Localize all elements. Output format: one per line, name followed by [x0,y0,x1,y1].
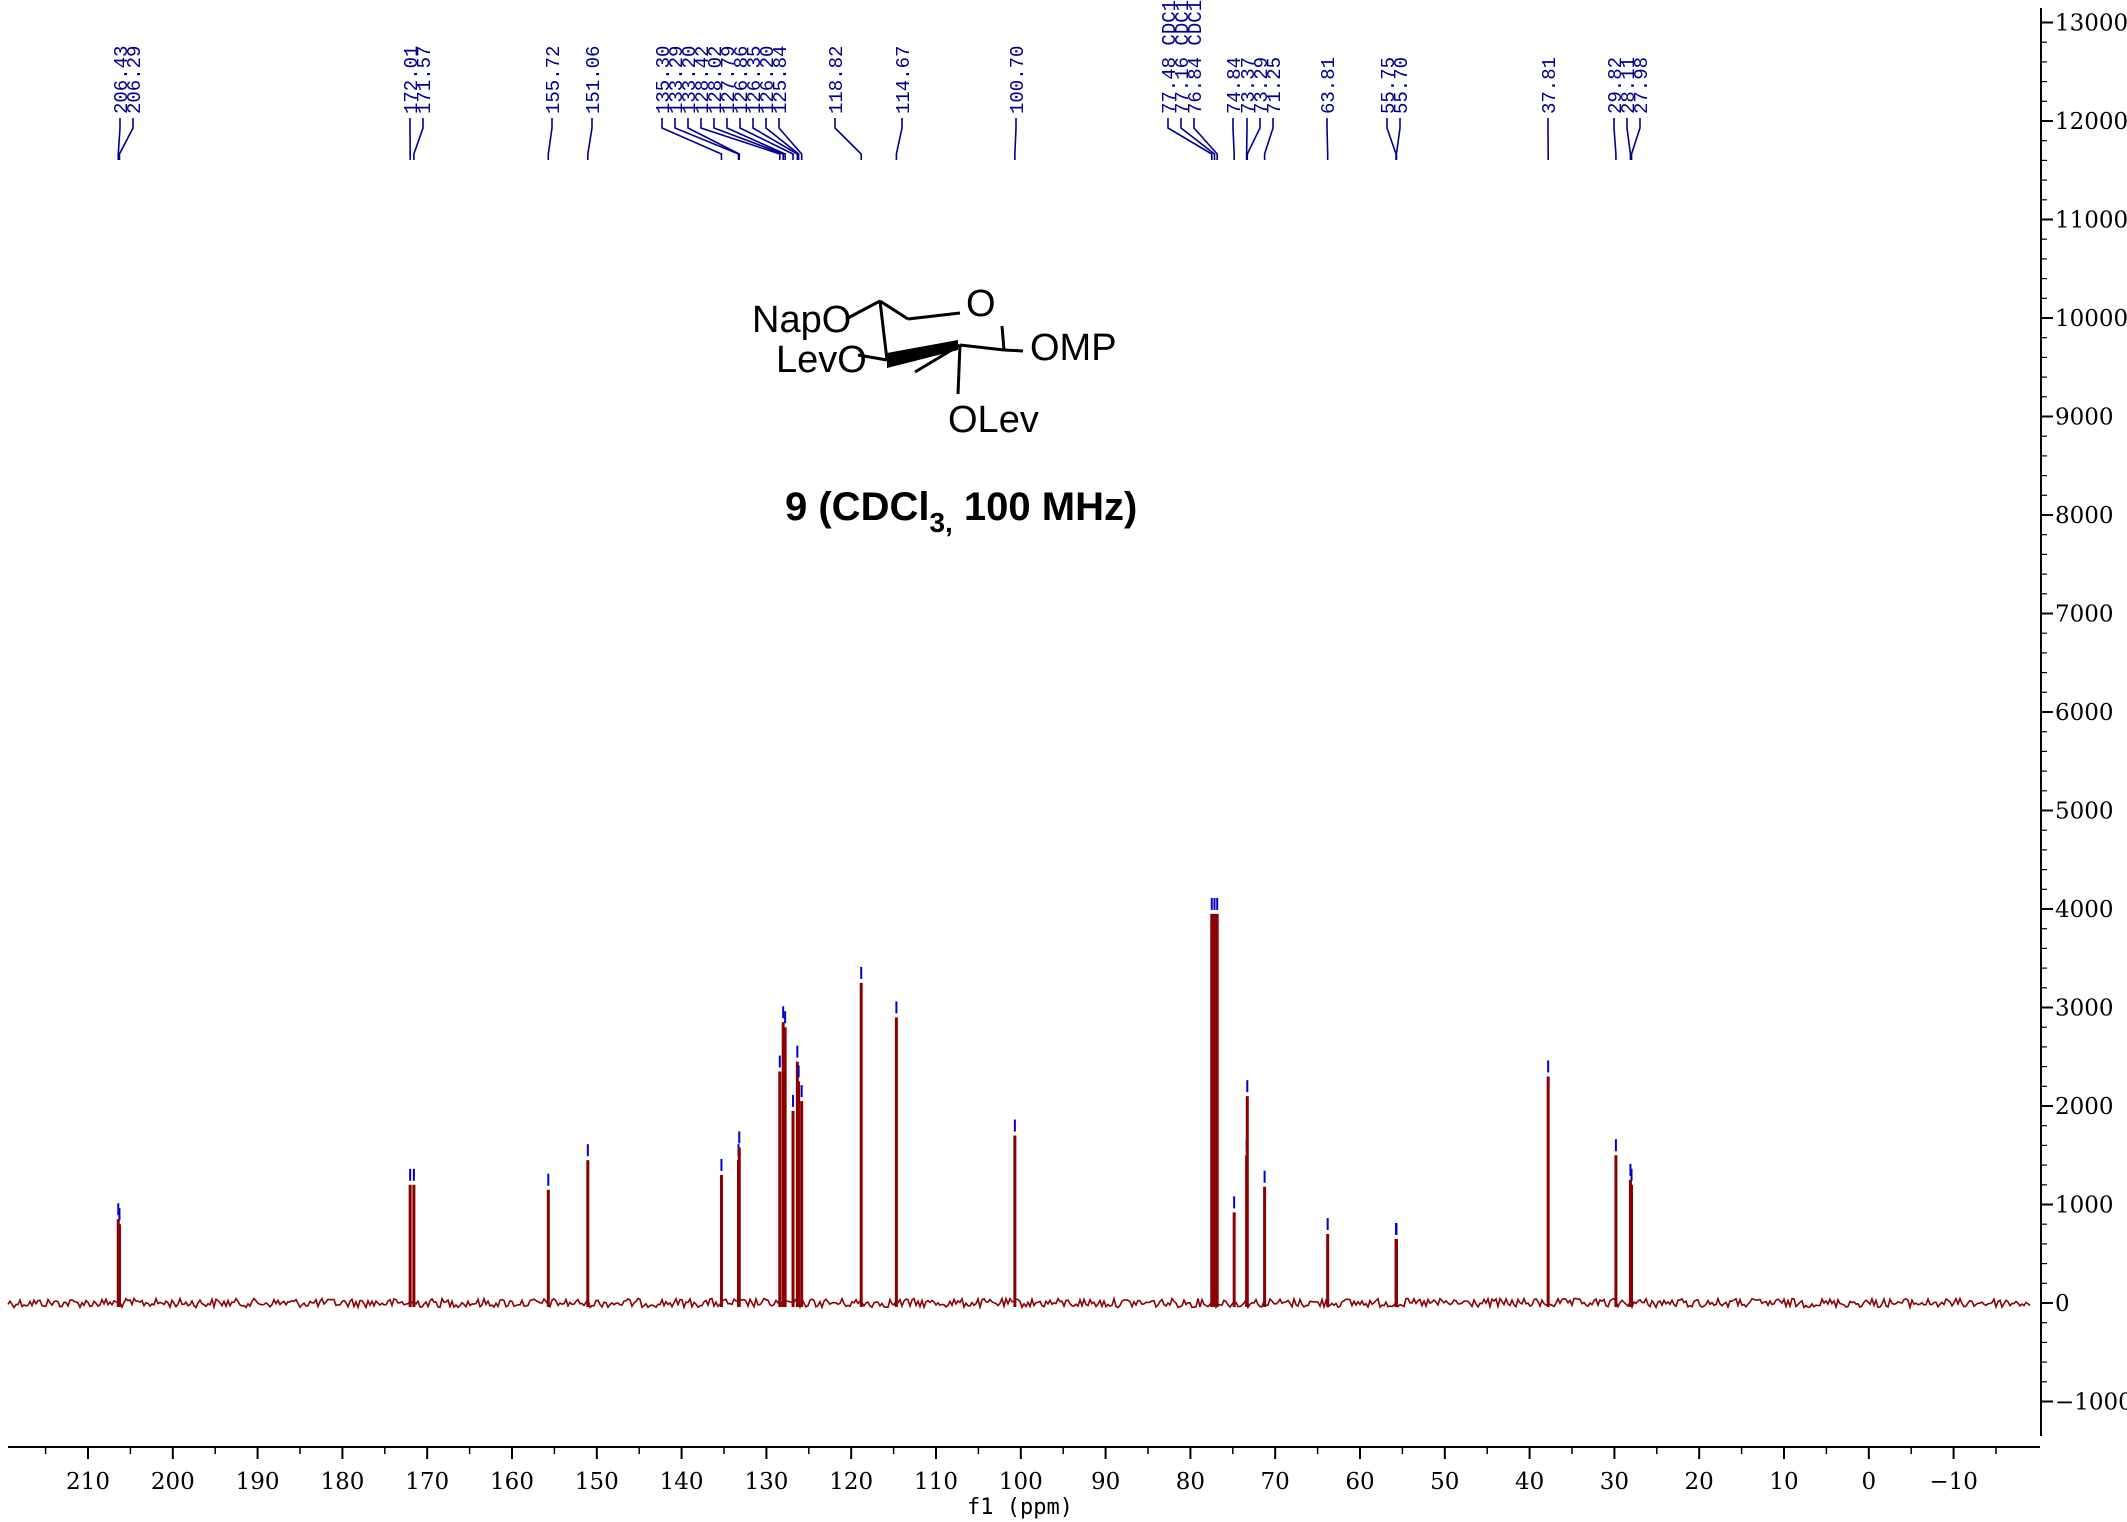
baseline-trace [8,1299,2030,1308]
nap-o-label: NapO [752,299,851,341]
peak-label-connector [1015,118,1016,160]
peak-label-connector [1327,118,1328,160]
y-tick-label: 9000 [2055,405,2114,431]
peak-label-connector [1627,118,1630,160]
x-axis: 210 200 190 180 170 160 150 140 130 120 110 100 90 80… [8,1447,2040,1520]
x-tick-label: 150 [575,1469,619,1495]
ring-oxygen-label: O [966,283,996,325]
x-tick-label: 180 [320,1469,364,1495]
peak-label-connector [1265,118,1273,160]
x-axis-title: f1 (ppm) [967,1495,1073,1520]
y-tick-label: 5000 [2055,799,2114,825]
y-tick-label: 0 [2055,1291,2070,1317]
x-tick-label: 40 [1515,1469,1544,1495]
y-tick-label: 3000 [2055,996,2114,1022]
x-tick-label: 140 [660,1469,704,1495]
spectrum-peaks [118,898,1631,1307]
molecule-structure: NapO LevO O OMP OLev 9 (CDCl3, 100 MHz) [752,283,1137,538]
peak-label-connector [1614,118,1616,160]
compound-caption: 9 (CDCl3, 100 MHz) [785,485,1137,538]
x-tick-label: 70 [1261,1469,1290,1495]
y-tick-label: 8000 [2055,503,2114,529]
x-tick-label: 10 [1769,1469,1798,1495]
x-tick-label: 160 [490,1469,534,1495]
x-tick-label: 200 [151,1469,195,1495]
peak-label-connector [1632,118,1640,160]
x-tick-label: 0 [1861,1469,1876,1495]
peak-label: 151.06 [583,46,605,114]
x-tick-label: 120 [829,1469,873,1495]
y-tick-label: 4000 [2055,897,2114,923]
peak-label: 100.70 [1007,46,1029,114]
peak-label-connector [1233,118,1234,160]
peak-label-connector [1247,118,1260,160]
peak-label: 155.72 [543,46,565,114]
y-tick-label: −1000 [2055,1390,2127,1416]
y-tick-label: 12000 [2055,109,2127,135]
peak-label: 125.84 [770,46,792,114]
y-tick-label: 6000 [2055,700,2114,726]
peak-label-connector [1396,118,1400,160]
peak-label-connector [119,118,133,160]
peak-label-connector [588,118,592,160]
y-tick-label: 2000 [2055,1094,2114,1120]
x-tick-label: 90 [1091,1469,1120,1495]
peak-label-connector [414,118,423,160]
caption-subscript: 3, [929,507,952,538]
x-tick-label: 80 [1176,1469,1205,1495]
x-tick-label: 50 [1430,1469,1459,1495]
olev-label: OLev [948,399,1039,441]
peak-label: 27.98 [1631,57,1653,114]
peak-label: 37.81 [1539,57,1561,114]
x-tick-label: 60 [1345,1469,1374,1495]
y-tick-label: 13000 [2055,11,2127,37]
peak-label: 55.70 [1391,57,1413,114]
peak-label: 71.25 [1264,57,1286,114]
caption-tail: 100 MHz) [953,485,1138,529]
peak-label: 206.29 [124,46,146,114]
x-tick-label: 20 [1685,1469,1714,1495]
x-tick-label: 190 [236,1469,280,1495]
y-tick-label: 10000 [2055,306,2127,332]
y-tick-label: 1000 [2055,1193,2114,1219]
peak-label: 114.67 [893,46,915,114]
peak-label: 63.81 [1318,57,1340,114]
peak-label-connector [662,118,721,160]
peak-label-connector [1168,118,1212,160]
peak-label-connector [675,118,739,160]
caption-main: 9 (CDCl [785,485,929,529]
y-tick-label: 7000 [2055,602,2114,628]
peak-label-connector [1387,118,1396,160]
lev-o-label: LevO [776,339,867,381]
peak-label-connector [835,118,861,160]
omp-label: OMP [1030,327,1117,369]
x-tick-label: 100 [999,1469,1043,1495]
x-tick-label: −10 [1929,1469,1978,1495]
x-tick-label: 170 [405,1469,449,1495]
peak-label-connector [896,118,902,160]
peak-label: 171.57 [414,46,436,114]
peak-label: 118.82 [826,46,848,114]
x-tick-label: 130 [744,1469,788,1495]
y-tick-label: 11000 [2055,208,2127,234]
x-tick-label: 210 [66,1469,110,1495]
x-tick-label: 30 [1600,1469,1629,1495]
peak-label: 76.84 CDC13 [1185,0,1207,114]
x-tick-label: 110 [914,1469,958,1495]
spectrum-baseline [8,1299,2030,1308]
peak-label-connector [548,118,552,160]
y-axis: −1000 0 1000 2000 3000 4000 5000 6000 7000 8000 90… [2041,8,2127,1436]
